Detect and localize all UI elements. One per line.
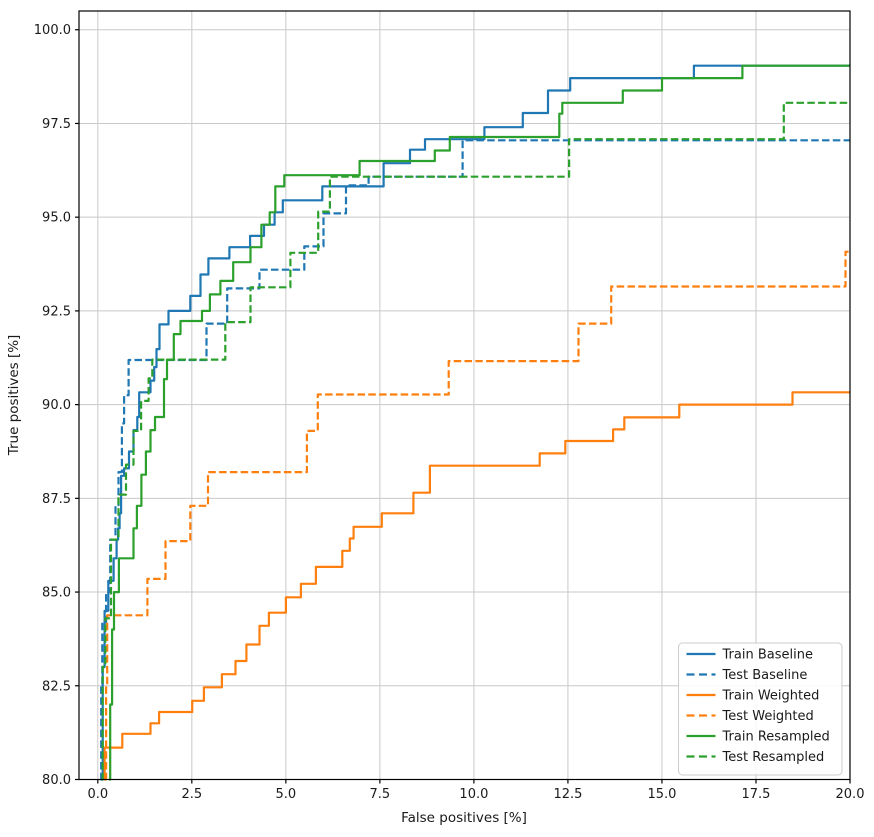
x-tick-label: 0.0 bbox=[87, 787, 108, 802]
legend-box bbox=[678, 642, 843, 776]
legend-label: Train Weighted bbox=[722, 689, 820, 704]
curve-train-resampled bbox=[109, 64, 850, 781]
y-tick-label: 85.0 bbox=[42, 586, 71, 601]
y-tick-label: 90.0 bbox=[42, 398, 71, 413]
legend-item-train-resampled: Train Resampled bbox=[686, 730, 830, 745]
y-tick-label: 100.0 bbox=[34, 23, 71, 38]
x-tick-label: 17.5 bbox=[741, 787, 770, 802]
legend-label: Train Resampled bbox=[722, 730, 830, 745]
x-tick-label: 2.5 bbox=[181, 787, 202, 802]
ticks-layer: 0.0 2.5 5.0 7.5 10.0 12.5 15.0 17.5 20.0 80.0 82.5… bbox=[34, 23, 865, 802]
x-axis-label: False positives [%] bbox=[401, 810, 527, 826]
legend-item-test-weighted: Test Weighted bbox=[686, 709, 814, 724]
x-tick-label: 10.0 bbox=[459, 787, 488, 802]
legend-label: Test Weighted bbox=[722, 709, 814, 724]
x-tick-label: 5.0 bbox=[276, 787, 297, 802]
legend-item-train-weighted: Train Weighted bbox=[686, 689, 820, 704]
legend-item-test-baseline: Test Baseline bbox=[686, 668, 808, 683]
legend-item-test-resampled: Test Resampled bbox=[686, 750, 825, 765]
curve-test-baseline bbox=[100, 139, 850, 781]
legend-item-train-baseline: Train Baseline bbox=[686, 648, 813, 663]
y-tick-label: 82.5 bbox=[42, 679, 71, 694]
y-tick-label: 95.0 bbox=[42, 211, 71, 226]
x-tick-label: 15.0 bbox=[647, 787, 676, 802]
curves-layer bbox=[100, 64, 850, 781]
legend-label: Test Baseline bbox=[722, 668, 808, 683]
y-axis-label: True positives [%] bbox=[6, 335, 22, 457]
y-tick-label: 80.0 bbox=[42, 773, 71, 788]
x-tick-label: 7.5 bbox=[370, 787, 391, 802]
x-tick-label: 20.0 bbox=[836, 787, 865, 802]
y-tick-label: 92.5 bbox=[42, 304, 71, 319]
curve-train-weighted bbox=[103, 391, 850, 781]
y-tick-label: 97.5 bbox=[42, 117, 71, 132]
axes-spines bbox=[78, 10, 851, 781]
legend-label: Train Baseline bbox=[722, 648, 813, 663]
curve-test-resampled bbox=[101, 101, 850, 781]
x-tick-label: 12.5 bbox=[553, 787, 582, 802]
plot-border bbox=[78, 10, 851, 781]
legend: Train Baseline Test Baseline Train Weighte… bbox=[678, 642, 843, 776]
legend-label: Test Resampled bbox=[722, 750, 825, 765]
y-tick-label: 87.5 bbox=[42, 492, 71, 507]
